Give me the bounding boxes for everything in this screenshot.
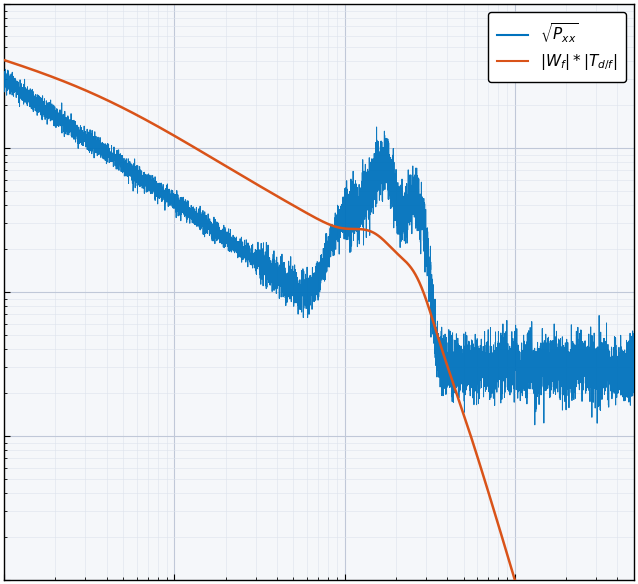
Legend: $\sqrt{P_{xx}}$, $|W_f| * |T_{d/f}|$: $\sqrt{P_{xx}}$, $|W_f| * |T_{d/f}|$: [488, 12, 626, 82]
